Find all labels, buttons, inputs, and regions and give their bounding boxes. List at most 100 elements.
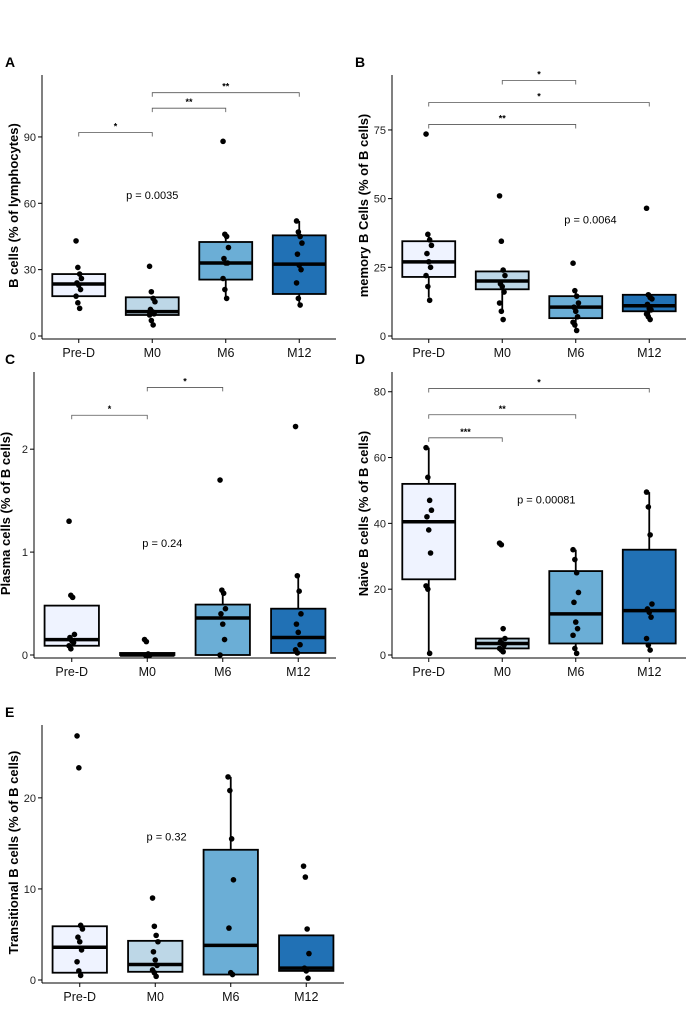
data-point xyxy=(222,605,229,612)
data-point xyxy=(649,296,655,302)
data-point xyxy=(428,242,435,249)
y-axis-label: Plasma cells (% of B cells) xyxy=(0,432,13,595)
data-point xyxy=(153,932,159,939)
data-point xyxy=(219,621,226,627)
box-m12 xyxy=(621,548,677,645)
data-point xyxy=(295,229,302,235)
x-tick-label: Pre-D xyxy=(55,665,88,679)
data-point xyxy=(423,131,429,137)
data-point xyxy=(647,647,653,653)
data-point xyxy=(220,138,226,145)
data-point xyxy=(573,293,580,299)
data-point xyxy=(225,774,231,780)
box-m6 xyxy=(548,570,604,645)
p-value-annotation: p = 0.0035 xyxy=(126,190,178,202)
significance-bracket xyxy=(428,388,650,393)
data-point xyxy=(223,295,230,302)
data-point xyxy=(306,950,312,957)
data-point xyxy=(226,925,232,931)
panel-c: C Plasma cells (% of B cells) 0 1 2 Pre-D M0 M6… xyxy=(0,351,336,679)
data-point xyxy=(498,541,505,548)
data-point xyxy=(75,934,81,940)
p-value-annotation: p = 0.24 xyxy=(142,538,182,550)
data-point xyxy=(77,286,84,293)
y-tick-label: 2 xyxy=(22,444,28,456)
y-axis-label: Naive B cells (% of B cells) xyxy=(356,431,371,596)
data-point xyxy=(296,262,303,269)
x-tick-label: M0 xyxy=(494,346,511,360)
y-tick-label: 75 xyxy=(374,125,386,137)
x-tick-label: M12 xyxy=(286,665,310,679)
data-point xyxy=(500,267,506,273)
data-point xyxy=(643,489,650,495)
significance-label: ** xyxy=(499,113,507,123)
data-point xyxy=(294,650,301,656)
x-tick-label: M0 xyxy=(144,346,161,360)
y-tick-label: 10 xyxy=(24,884,36,896)
data-point xyxy=(575,589,582,596)
significance-label: * xyxy=(537,377,541,387)
significance-label: * xyxy=(114,122,118,132)
data-point xyxy=(648,307,654,313)
data-point xyxy=(151,311,157,317)
data-point xyxy=(298,611,304,617)
data-point xyxy=(571,599,577,606)
data-point xyxy=(150,322,156,328)
y-tick-label: 0 xyxy=(22,650,28,662)
data-point xyxy=(297,233,303,240)
data-point xyxy=(575,300,582,306)
data-point xyxy=(428,507,435,514)
y-tick-label: 60 xyxy=(24,198,36,210)
data-point xyxy=(151,923,158,930)
data-point xyxy=(297,641,303,648)
data-point xyxy=(217,652,223,658)
data-point xyxy=(155,938,161,945)
significance-bracket xyxy=(78,132,153,137)
data-point xyxy=(148,288,155,295)
data-point xyxy=(70,639,77,646)
y-tick-label: 0 xyxy=(30,975,36,987)
data-point xyxy=(423,444,429,451)
data-point xyxy=(300,863,307,869)
data-point xyxy=(74,958,80,965)
data-point xyxy=(217,477,223,483)
data-point xyxy=(425,231,431,238)
data-point xyxy=(573,569,580,576)
significance-bracket xyxy=(151,107,227,113)
data-point xyxy=(425,586,431,592)
data-point xyxy=(227,787,233,794)
x-tick-label: M0 xyxy=(139,665,156,679)
data-point xyxy=(500,316,506,323)
data-point xyxy=(221,636,228,643)
data-point xyxy=(500,648,506,655)
data-point xyxy=(570,260,576,266)
y-tick-label: 80 xyxy=(374,387,386,399)
data-point xyxy=(570,546,576,553)
y-tick-label: 50 xyxy=(374,194,386,206)
data-point xyxy=(76,765,82,771)
data-point xyxy=(143,638,150,645)
data-point xyxy=(573,650,580,657)
data-point xyxy=(229,971,236,978)
data-point xyxy=(303,968,310,974)
y-tick-label: 40 xyxy=(374,518,386,530)
panel-letter: C xyxy=(5,351,15,367)
significance-bracket xyxy=(428,414,577,419)
data-point xyxy=(68,646,74,652)
data-point xyxy=(149,895,156,901)
data-point xyxy=(146,312,153,318)
data-point xyxy=(423,272,429,279)
data-point xyxy=(424,250,430,257)
data-point xyxy=(221,255,227,262)
data-point xyxy=(75,282,82,288)
data-point xyxy=(573,327,580,334)
data-point xyxy=(643,205,650,212)
data-point xyxy=(647,532,653,538)
data-point xyxy=(298,266,304,273)
y-tick-label: 90 xyxy=(24,132,36,144)
data-point xyxy=(228,836,235,842)
data-point xyxy=(304,926,310,932)
data-point xyxy=(496,300,503,306)
data-point xyxy=(296,588,302,594)
